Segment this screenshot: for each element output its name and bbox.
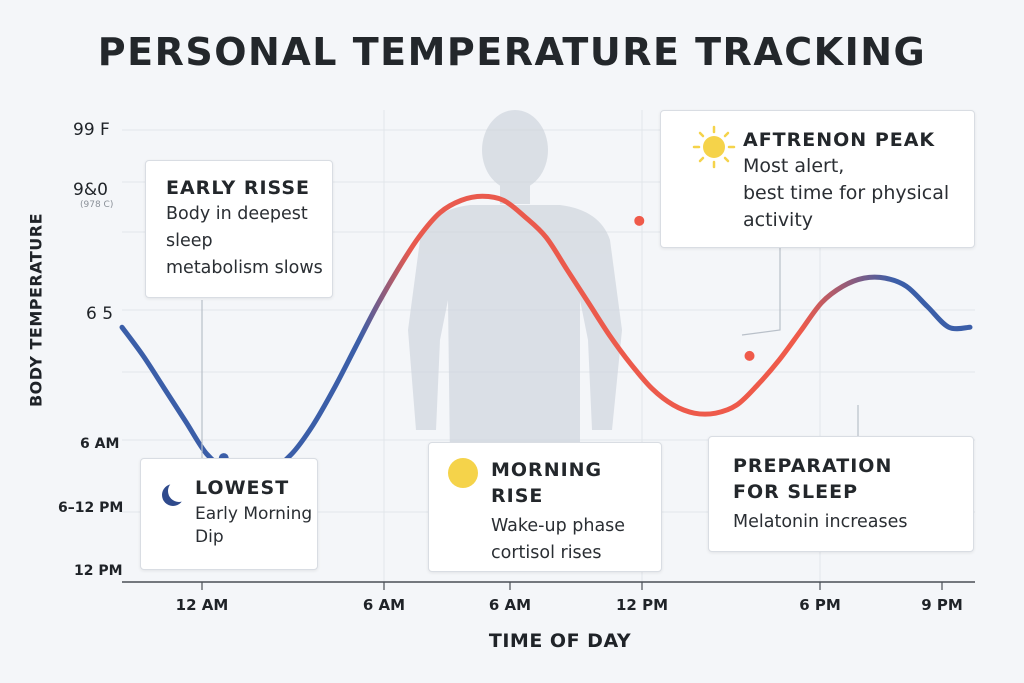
annotation-line: Melatonin increases <box>733 512 908 532</box>
annotation-line: activity <box>743 209 814 231</box>
y-tick-label: 6–12 PM <box>58 500 124 516</box>
chart-title: PERSONAL TEMPERATURE TRACKING <box>97 30 927 74</box>
annotation-lowest: LOWEST Early Morning Dip <box>140 458 318 570</box>
annotation-title: LOWEST <box>195 477 290 499</box>
curve-marker <box>634 215 645 226</box>
annotation-line: Wake-up phase <box>491 516 626 536</box>
annotation-line: Body in deepest <box>166 204 308 224</box>
y-tick-label: 99 F <box>73 120 110 140</box>
y-tick-label: 9&0 <box>73 180 108 200</box>
annotation-title-line2: FOR SLEEP <box>733 481 859 503</box>
y-tick-label: 6 AM <box>80 436 120 452</box>
annotation-title: EARLY RISSE <box>166 177 311 199</box>
y-tick-sublabel: (978 C) <box>80 200 114 210</box>
curve-marker <box>744 350 755 361</box>
annotation-line: metabolism slows <box>166 258 323 278</box>
x-tick-label: 6 AM <box>488 596 532 614</box>
annotation-title: PREPARATION <box>733 455 893 477</box>
annotation-line: cortisol rises <box>491 543 602 563</box>
annotation-title: MORNING <box>491 459 603 481</box>
x-tick-marks <box>201 582 943 590</box>
annotation-title-line2: RISE <box>491 485 544 507</box>
annotation-line: sleep <box>166 231 213 251</box>
x-tick-label: 12 AM <box>175 596 229 614</box>
x-tick-label: 6 PM <box>799 596 841 614</box>
y-tick-label: 12 PM <box>74 563 123 579</box>
sun-icon <box>692 125 736 169</box>
annotation-preparation-for-sleep: PREPARATION FOR SLEEP Melatonin increase… <box>708 436 974 552</box>
x-tick-label: 9 PM <box>921 596 963 614</box>
annotation-connectors <box>201 248 859 460</box>
annotation-early-rise: EARLY RISSE Body in deepest sleep metabo… <box>145 160 333 298</box>
y-axis-label: BODY TEMPERATURE <box>26 212 46 408</box>
annotation-afternoon-peak: AFTRENON PEAK Most alert, best time for … <box>660 110 975 248</box>
moon-icon <box>168 480 190 502</box>
annotation-line: Dip <box>195 527 224 547</box>
annotation-line: Most alert, <box>743 155 845 177</box>
person-silhouette <box>408 110 622 460</box>
x-tick-label: 12 PM <box>615 596 669 614</box>
y-tick-label: 6 5 <box>86 304 114 324</box>
sun-dot-icon <box>448 458 478 488</box>
x-tick-label: 6 AM <box>362 596 406 614</box>
annotation-line: Early Morning <box>195 504 313 524</box>
annotation-line: best time for physical <box>743 182 950 204</box>
x-axis-label: TIME OF DAY <box>488 630 632 652</box>
annotation-title: AFTRENON PEAK <box>743 129 936 151</box>
